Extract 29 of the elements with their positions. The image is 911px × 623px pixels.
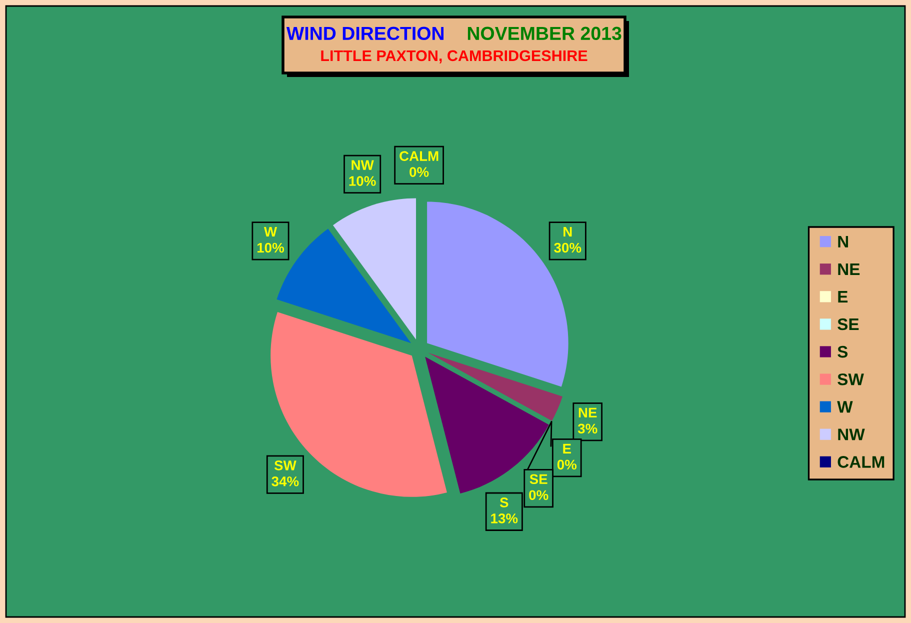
slice-label: SW <box>274 460 296 470</box>
category-label: E <box>563 444 571 454</box>
data-label: 10% <box>349 176 376 186</box>
legend-label: S <box>838 346 848 358</box>
category-label: CALM <box>400 151 438 161</box>
slice-label: W <box>264 226 278 237</box>
legend-label: W <box>837 401 853 413</box>
slice-label: N <box>564 226 572 237</box>
legend-label: SE <box>838 318 859 330</box>
slice-label: NW <box>352 160 374 170</box>
text: 0% <box>557 460 577 470</box>
chart-subtitle: LITTLE PAXTON, CAMBRIDGESHIRE <box>321 50 588 64</box>
data-label: 13% <box>491 514 518 524</box>
category-label: SE <box>530 474 548 484</box>
data-label: 10% <box>257 242 284 253</box>
text: 0% <box>410 167 429 177</box>
legend-label: NW <box>838 428 865 440</box>
chart-title: WIND DIRECTION NOVEMBER 2013 <box>286 26 622 40</box>
data-label: 3% <box>578 424 598 434</box>
slice-label: NE <box>578 408 597 418</box>
legend-label: CALM <box>838 456 884 468</box>
text: 0% <box>529 490 548 500</box>
legend-label: N <box>838 236 848 248</box>
slice-label: S <box>500 498 508 508</box>
legend-label: SW <box>838 373 864 386</box>
data-label: 34% <box>272 476 299 486</box>
legend-label: E <box>838 291 848 302</box>
legend-label: NE <box>838 263 860 275</box>
data-label: 30% <box>554 242 582 253</box>
